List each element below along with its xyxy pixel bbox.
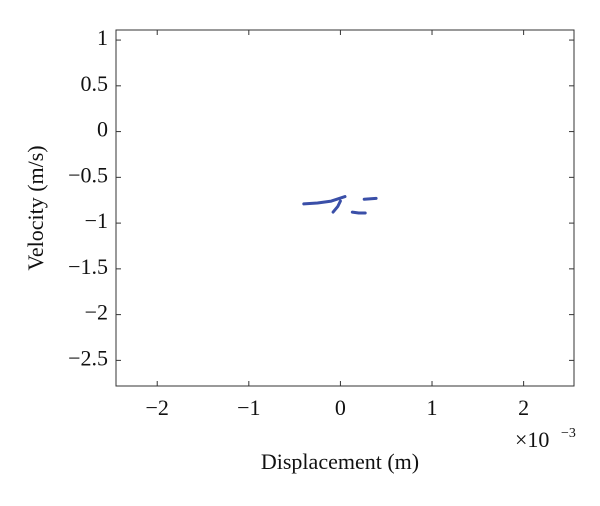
- y-tick-label: −0.5: [68, 162, 108, 187]
- y-tick-label: −1.5: [68, 254, 108, 279]
- x-offset-exponent: −3: [561, 426, 576, 441]
- x-tick-label: −1: [237, 395, 260, 420]
- y-tick-label: 0: [97, 117, 108, 142]
- y-tick-label: −1: [85, 208, 108, 233]
- x-tick-label: −2: [146, 395, 169, 420]
- trajectory-line: [302, 195, 378, 215]
- y-tick-label: 0.5: [81, 71, 109, 96]
- x-offset-base: ×10: [515, 427, 549, 452]
- y-axis-label: Velocity (m/s): [23, 145, 48, 270]
- x-tick-label: 0: [335, 395, 346, 420]
- y-tick-label: 1: [97, 25, 108, 50]
- plot-frame: [115, 29, 575, 387]
- y-tick-label: −2.5: [68, 345, 108, 370]
- x-axis-label: Displacement (m): [261, 449, 419, 474]
- x-tick-label: 1: [427, 395, 438, 420]
- y-tick-label: −2: [85, 300, 108, 325]
- x-tick-label: 2: [518, 395, 529, 420]
